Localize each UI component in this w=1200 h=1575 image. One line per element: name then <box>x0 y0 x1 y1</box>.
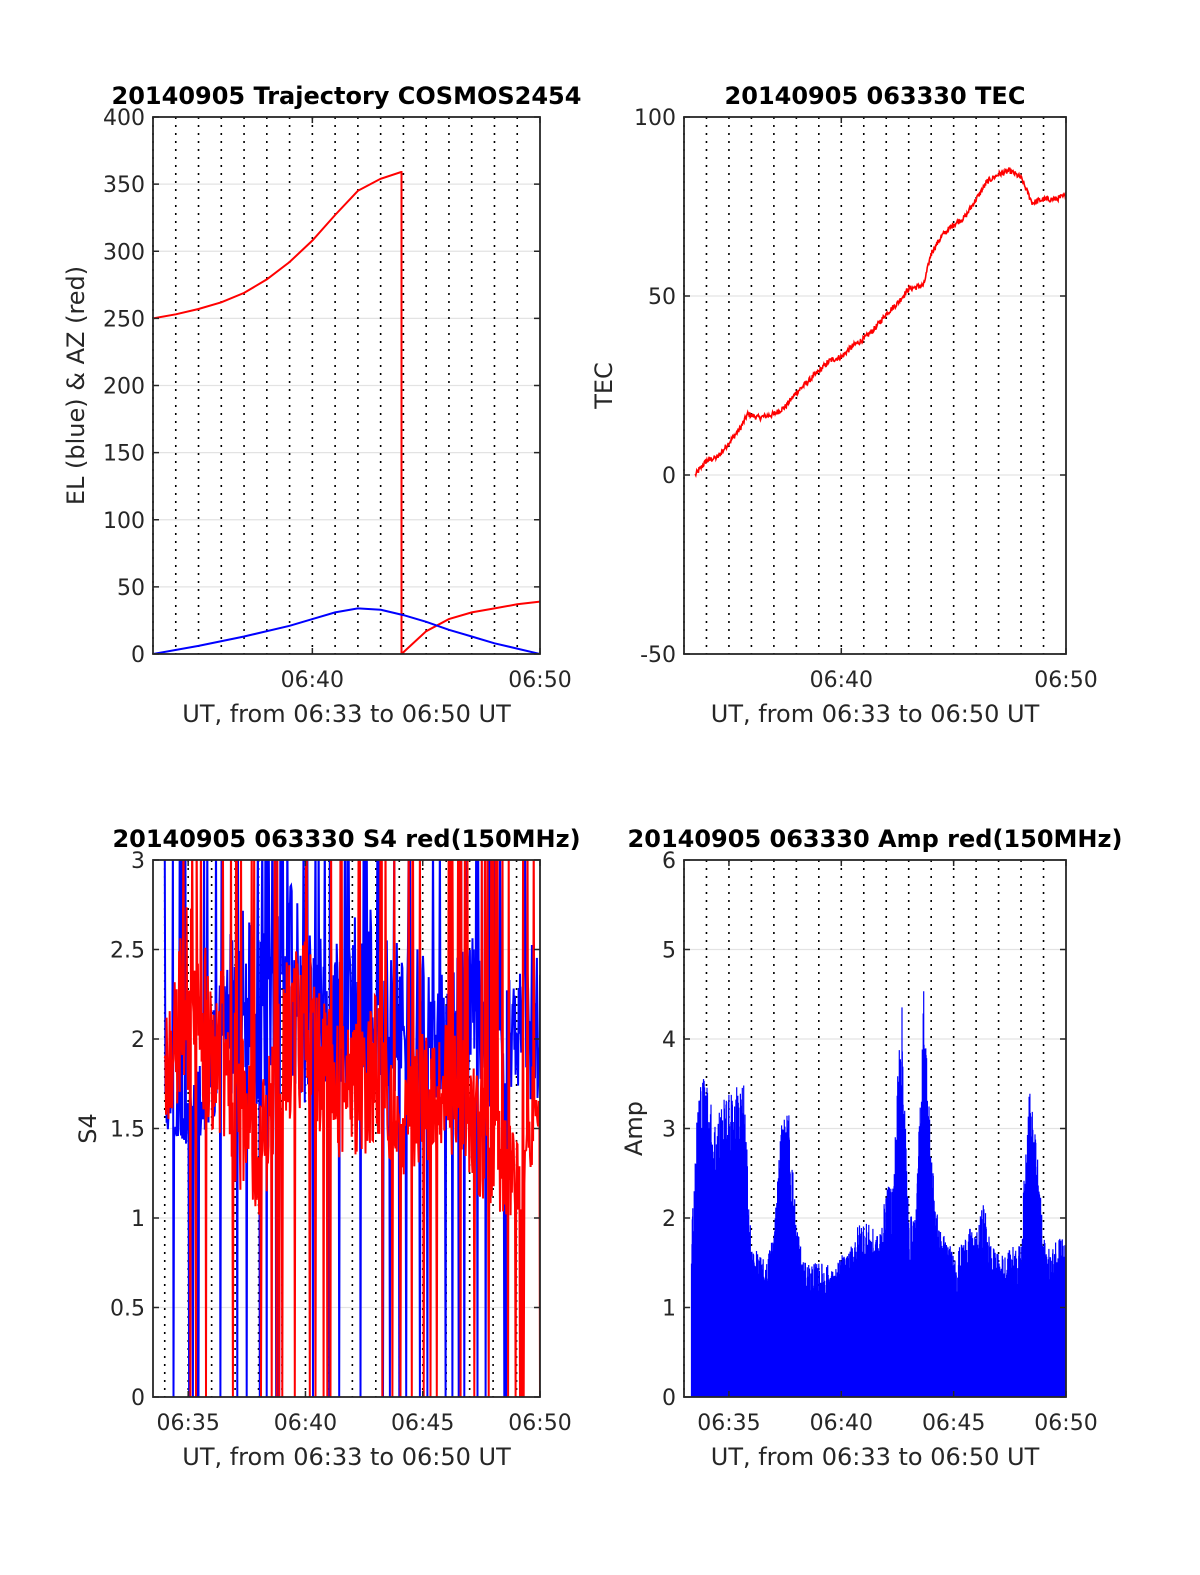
x-tick-label: 06:40 <box>810 1411 873 1436</box>
y-tick-label: 3 <box>662 1118 676 1143</box>
y-tick-label: 0.5 <box>110 1297 145 1322</box>
y-tick-label: 6 <box>662 849 676 874</box>
y-tick-label: 5 <box>662 939 676 964</box>
plot-area <box>690 991 1066 1397</box>
y-tick-label: 300 <box>103 240 145 265</box>
x-axis-label: UT, from 06:33 to 06:50 UT <box>711 700 1040 728</box>
x-tick-label: 06:50 <box>508 668 571 693</box>
y-tick-label: 1 <box>662 1297 676 1322</box>
y-tick-label: 0 <box>662 1386 676 1411</box>
chart-title: 20140905 063330 S4 red(150MHz) <box>112 825 580 853</box>
y-tick-label: 1 <box>131 1207 145 1232</box>
x-tick-label: 06:45 <box>922 1411 985 1436</box>
y-tick-label: 150 <box>103 442 145 467</box>
series-line-2 <box>153 607 540 654</box>
y-tick-label: 50 <box>117 576 145 601</box>
tec-line <box>694 167 1066 478</box>
y-tick-label: 50 <box>648 285 676 310</box>
s4-series-2 <box>163 860 540 1397</box>
y-tick-label: 250 <box>103 307 145 332</box>
y-tick-label: 2.5 <box>110 939 145 964</box>
chart-1: 0 50 100 150 200 250 300 350 400 06:40 06:50 201409… <box>62 82 581 728</box>
chart-title: 20140905 063330 Amp red(150MHz) <box>628 825 1123 853</box>
y-tick-label: 400 <box>103 106 145 131</box>
y-tick-label: 200 <box>103 375 145 400</box>
amp-series <box>690 991 1066 1397</box>
y-tick-label: -50 <box>640 643 676 668</box>
y-tick-label: 2 <box>131 1028 145 1053</box>
y-axis-label: EL (blue) & AZ (red) <box>62 266 90 505</box>
y-tick-label: 2 <box>662 1207 676 1232</box>
y-tick-label: 350 <box>103 173 145 198</box>
x-tick-label: 06:50 <box>508 1411 571 1436</box>
y-tick-label: 3 <box>131 849 145 874</box>
x-tick-label: 06:35 <box>697 1411 760 1436</box>
y-tick-label: 100 <box>634 106 676 131</box>
chart-title: 20140905 063330 TEC <box>725 82 1026 110</box>
y-axis-label: Amp <box>620 1101 648 1156</box>
x-axis-label: UT, from 06:33 to 06:50 UT <box>182 1443 511 1471</box>
chart-4: 0 1 2 3 4 5 6 06:35 06:40 06:45 06:50 20140905 0633… <box>620 825 1122 1471</box>
x-tick-label: 06:50 <box>1034 1411 1097 1436</box>
plot-area <box>694 167 1066 478</box>
x-tick-label: 06:40 <box>281 668 344 693</box>
plot-area <box>163 860 540 1397</box>
plot-area <box>153 171 540 654</box>
x-tick-label: 06:40 <box>810 668 873 693</box>
y-tick-label: 100 <box>103 509 145 534</box>
x-tick-label: 06:35 <box>156 1411 219 1436</box>
s4-series-1 <box>163 860 540 1397</box>
x-axis-label: UT, from 06:33 to 06:50 UT <box>711 1443 1040 1471</box>
chart-title: 20140905 Trajectory COSMOS2454 <box>112 82 582 110</box>
chart-2: -50 0 50 100 06:40 06:50 20140905 063330 TEC UT… <box>590 82 1098 728</box>
chart-3: 0 0.5 1 1.5 2 2.5 3 06:35 06:40 06:45 06:50 2014090… <box>74 825 581 1471</box>
axes-box <box>683 116 1067 655</box>
x-axis-label: UT, from 06:33 to 06:50 UT <box>182 700 511 728</box>
x-tick-label: 06:50 <box>1034 668 1097 693</box>
y-tick-label: 4 <box>662 1028 676 1053</box>
y-axis-label: S4 <box>74 1113 102 1144</box>
x-tick-label: 06:40 <box>274 1411 337 1436</box>
y-tick-label: 0 <box>662 464 676 489</box>
y-tick-label: 0 <box>131 643 145 668</box>
y-axis-label: TEC <box>590 362 618 410</box>
x-tick-label: 06:45 <box>391 1411 454 1436</box>
y-tick-label: 0 <box>131 1386 145 1411</box>
y-tick-label: 1.5 <box>110 1118 145 1143</box>
series-line-1 <box>153 171 540 654</box>
